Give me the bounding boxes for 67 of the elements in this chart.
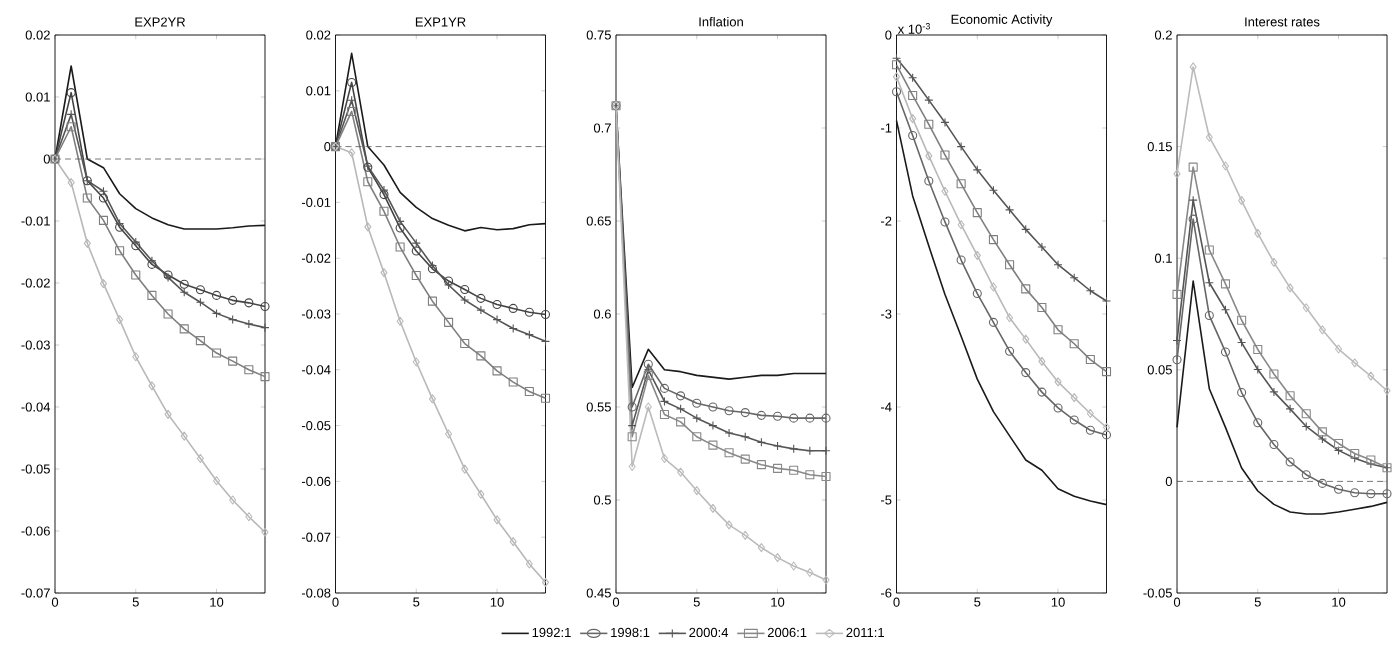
text: x 10$^{-3}$ [897,22,930,34]
y-tick-label: -0.02 [301,253,331,263]
x-tick-label: 10 [210,597,224,607]
y-tick-label: -0.08 [301,588,331,598]
y-tick-label: 0 [43,154,50,164]
y-tick-label: -0.04 [301,365,331,375]
x-tick-label: 10 [1051,597,1065,607]
x-tick-label: 5 [693,597,700,607]
y-tick-label: 0 [1165,476,1172,486]
y-tick-label: 0.75 [586,30,611,40]
y-tick-label: -0.05 [1143,588,1172,598]
y-tick-label: -0.04 [21,402,51,412]
y-tick-label: -1 [881,123,892,133]
y-tick-label: 0.45 [586,588,611,598]
chart-title: Inflation [699,16,743,27]
x-tick-label: 10 [1332,597,1346,607]
chart-title: EXP1YR [415,17,466,27]
y-tick-label: -0.05 [21,464,50,474]
y-tick-label: -0.01 [21,216,50,226]
y-tick-label: 0.15 [1147,141,1172,152]
x-tick-label: 0 [612,597,620,607]
chart-title: EXP2YR [135,17,186,27]
x-tick-label: 0 [51,597,59,607]
legend-label: 1992:1 [532,627,571,638]
y-tick-label: 0.55 [586,402,611,412]
y-tick-label: 0 [324,141,331,152]
y-tick-label: -0.07 [301,532,331,542]
y-tick-label: 0.5 [593,495,611,505]
x-tick-label: 5 [132,597,139,607]
y-tick-label: 0.2 [1154,30,1172,40]
x-tick-label: 10 [490,597,504,607]
x-tick-label: 10 [771,597,785,607]
y-tick-label: -0.06 [21,526,50,536]
y-tick-label: 0.6 [593,309,611,319]
legend-label: 2006:1 [767,627,807,638]
chart-title: Economic Activity [951,14,1053,27]
y-tick-label: 0 [885,30,892,40]
y-tick-label: -0.05 [301,420,331,431]
y-tick-label: -5 [881,495,892,505]
y-tick-label: -0.02 [21,278,50,288]
y-tick-label: -4 [881,402,892,412]
y-tick-label: -0.07 [21,588,50,598]
y-tick-label: -0.01 [301,197,331,207]
x-tick-label: 0 [1173,597,1181,607]
legend-label: 1998:1 [611,627,650,638]
x-tick-label: 5 [1254,597,1261,607]
legend-label: 2011:1 [846,627,884,638]
y-tick-label: 0.02 [306,30,331,40]
y-tick-label: -0.03 [301,309,331,319]
y-tick-label: 0.01 [25,92,50,102]
x-tick-label: 0 [893,597,900,607]
y-tick-label: -6 [881,588,892,598]
x-tick-label: 0 [332,597,339,607]
y-tick-label: 0.7 [593,123,611,133]
chart-title: Interest rates [1245,17,1320,27]
legend-label: 2000:4 [689,627,729,638]
y-tick-label: -3 [881,309,892,319]
y-tick-label: 0.01 [306,86,331,96]
y-tick-label: -0.03 [21,340,50,350]
y-tick-label: 0.1 [1154,253,1172,263]
x-tick-label: 5 [413,597,420,607]
y-tick-label: -0.06 [301,476,331,486]
x-tick-label: 5 [974,597,981,607]
y-tick-label: -2 [881,216,892,226]
y-tick-label: 0.65 [586,216,611,226]
y-tick-label: 0.02 [25,30,50,40]
y-tick-label: 0.05 [1147,365,1172,375]
